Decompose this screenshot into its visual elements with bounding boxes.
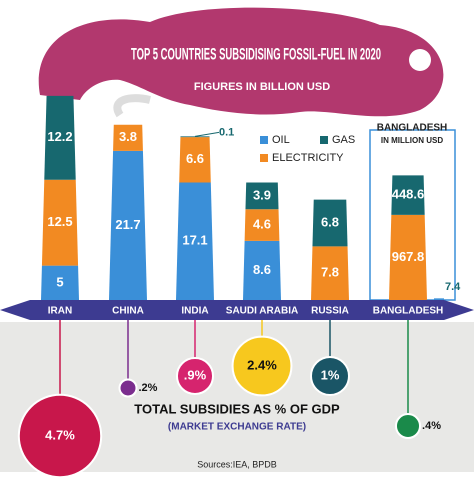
x-tick-label: SAUDI ARABIA (226, 306, 298, 317)
x-tick-label: BANGLADESH (373, 306, 444, 317)
bar-segment (312, 199, 348, 247)
value-label: 21.7 (115, 217, 140, 232)
value-label: 8.6 (253, 262, 271, 277)
bubble-label: .2% (138, 382, 157, 394)
value-label: 12.2 (47, 129, 72, 144)
bar-segment (311, 246, 349, 300)
x-tick-label: IRAN (48, 306, 72, 317)
bubble (118, 378, 138, 398)
value-label: 3.8 (119, 129, 137, 144)
value-label: 4.6 (253, 217, 271, 232)
bar (434, 298, 444, 300)
x-tick-label: INDIA (181, 306, 208, 317)
bubble (17, 393, 103, 479)
label-leader (194, 131, 220, 137)
x-tick-label: RUSSIA (311, 306, 349, 317)
bubble-label: 1% (321, 367, 340, 382)
bar-segment (244, 209, 280, 241)
bubble (175, 356, 215, 396)
bubble-label: .9% (184, 367, 207, 382)
legend-swatch (260, 136, 268, 144)
value-label: 6.8 (321, 214, 339, 229)
legend-swatch (320, 136, 328, 144)
source: Sources:IEA, BPDB (197, 459, 277, 469)
bar-segment (113, 124, 143, 151)
chart-subtitle: FIGURES IN BILLION USD (194, 81, 330, 93)
smoke (38, 7, 444, 117)
bubble-label: .4% (422, 420, 441, 432)
value-label: 0.1 (219, 126, 234, 138)
legend-label: ELECTRICITY (272, 152, 344, 164)
bubble-label: 4.7% (45, 427, 75, 442)
legend-label: GAS (332, 134, 355, 146)
bar-segment (245, 182, 279, 210)
smoke-wisp (113, 94, 151, 118)
chart-title: TOP 5 COUNTRIES SUBSIDISING FOSSIL-FUEL … (131, 44, 381, 63)
value-label: 7.8 (321, 265, 339, 280)
legend-swatch (260, 154, 268, 162)
bubble (231, 335, 293, 397)
bar-segment (109, 150, 147, 300)
value-label: 3.9 (253, 187, 271, 202)
value-label: 12.5 (47, 214, 72, 229)
bubble (394, 412, 422, 440)
bar-segment (41, 265, 79, 300)
bubble-title: TOTAL SUBSIDIES AS % OF GDP (134, 401, 340, 416)
value-label: 5 (56, 274, 63, 289)
value-label: 7.4 (445, 281, 461, 293)
value-label: 6.6 (186, 151, 204, 166)
bar-segment (179, 137, 211, 183)
value-label: 967.8 (392, 249, 425, 264)
bar-segment (389, 214, 427, 300)
logo (409, 49, 431, 71)
bubble-label: 2.4% (247, 357, 277, 372)
x-tick-label: CHINA (112, 306, 144, 317)
value-label: 448.6 (392, 187, 425, 202)
value-label: 17.1 (182, 233, 207, 248)
country-band (0, 300, 474, 320)
bar-segment (391, 175, 425, 215)
bangladesh-unit: IN MILLION USD (381, 136, 443, 145)
legend-label: OIL (272, 134, 290, 146)
bar-segment (176, 182, 214, 300)
bubble-subtitle: (MARKET EXCHANGE RATE) (168, 422, 306, 433)
bar-segment (180, 136, 210, 138)
bar-segment (44, 95, 76, 180)
bar-segment (243, 240, 281, 300)
bubble (310, 356, 350, 396)
bangladesh-title: BANGLADESH (377, 123, 448, 134)
bar-segment (41, 179, 79, 266)
